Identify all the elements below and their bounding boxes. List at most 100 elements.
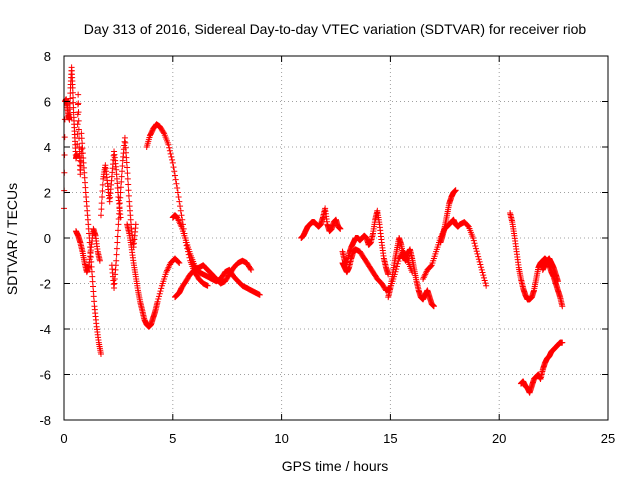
x-tick-label: 0 (60, 431, 67, 446)
series-s15 (437, 187, 459, 246)
data-point (66, 111, 73, 118)
data-point (168, 153, 175, 160)
y-axis-label: SDTVAR / TECUs (4, 183, 20, 295)
data-point (169, 159, 176, 166)
data-point (428, 263, 435, 270)
data-point (472, 242, 479, 249)
data-point (155, 296, 162, 303)
series-s18 (539, 255, 561, 285)
data-point (474, 250, 481, 257)
data-point (472, 245, 479, 252)
data-point (124, 164, 131, 171)
x-tick-label: 10 (274, 431, 288, 446)
x-tick-label: 25 (601, 431, 615, 446)
data-point (75, 126, 82, 133)
data-point (393, 263, 400, 270)
data-point (118, 173, 125, 180)
series-s17 (517, 339, 566, 396)
data-point (74, 121, 81, 128)
data-point (480, 274, 487, 281)
data-point (430, 303, 437, 310)
data-point (116, 200, 123, 207)
data-point (74, 131, 81, 138)
y-tick-label: -2 (39, 277, 51, 292)
data-point (166, 147, 173, 154)
data-point (176, 198, 183, 205)
data-point (114, 233, 121, 240)
data-point (477, 261, 484, 268)
data-point (452, 187, 459, 194)
data-point (75, 109, 82, 116)
data-point (118, 178, 125, 185)
data-point (483, 282, 490, 289)
x-tick-label: 15 (383, 431, 397, 446)
data-point (113, 257, 120, 264)
series-s13 (385, 235, 437, 310)
data-point (61, 151, 68, 158)
y-tick-label: -6 (39, 368, 51, 383)
data-point (175, 259, 182, 266)
data-point (75, 91, 82, 98)
data-point (113, 251, 120, 258)
data-point (554, 278, 561, 285)
data-point (124, 175, 131, 182)
series-s4 (97, 148, 124, 221)
data-point (117, 194, 124, 201)
data-point (470, 235, 477, 241)
y-tick-label: 6 (44, 95, 51, 110)
data-point (67, 95, 74, 102)
data-point (247, 265, 254, 272)
data-point (115, 227, 122, 234)
data-point (478, 266, 485, 273)
series-s9 (171, 257, 255, 301)
data-point (559, 303, 566, 310)
data-point (78, 146, 85, 153)
y-tick-label: 4 (44, 140, 51, 155)
data-point (169, 156, 176, 163)
data-point (74, 140, 81, 147)
data-point (114, 239, 121, 246)
data-point (117, 189, 124, 196)
data-point (170, 164, 177, 171)
data-point (167, 150, 174, 157)
data-point (99, 194, 106, 201)
data-point (125, 187, 132, 194)
data-point (475, 256, 482, 263)
data-point (174, 189, 181, 196)
y-tick-label: -4 (39, 322, 51, 337)
data-point (394, 260, 401, 267)
data-point (177, 203, 184, 210)
data-point (96, 257, 103, 264)
series-s11 (339, 207, 392, 278)
series-s7 (143, 121, 211, 289)
data-point (158, 285, 165, 292)
data-point (559, 339, 566, 346)
data-point (166, 144, 173, 151)
x-tick-label: 5 (169, 431, 176, 446)
data-point (178, 212, 185, 219)
data-point (113, 245, 120, 252)
data-point (99, 181, 106, 188)
data-point (165, 141, 172, 148)
data-point (125, 192, 132, 199)
data-point (66, 106, 73, 113)
data-point (470, 237, 477, 244)
y-tick-label: 8 (44, 49, 51, 64)
data-point (173, 180, 180, 187)
data-point (125, 181, 132, 188)
series-s6 (124, 221, 183, 330)
data-point (480, 272, 487, 279)
grid (64, 56, 608, 420)
data-point (175, 194, 182, 201)
series-s14 (420, 216, 490, 289)
data-point (75, 100, 82, 107)
data-point (176, 260, 183, 267)
series-s3 (78, 130, 104, 358)
series-s10 (298, 205, 344, 241)
data-point (157, 288, 164, 295)
data-point (171, 168, 178, 175)
data-point (124, 170, 131, 177)
data-point (337, 225, 344, 232)
